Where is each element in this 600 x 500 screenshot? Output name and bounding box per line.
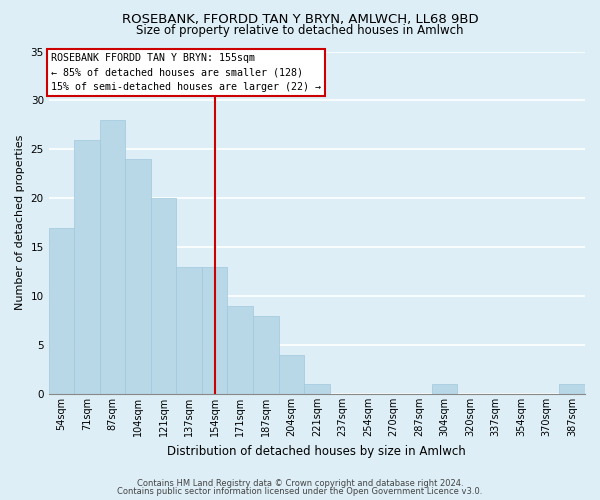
Bar (278, 355, 304, 394)
Bar (151, 198, 176, 394)
Text: Size of property relative to detached houses in Amlwch: Size of property relative to detached ho… (136, 24, 464, 37)
Bar (49, 228, 74, 394)
Text: ROSEBANK, FFORDD TAN Y BRYN, AMLWCH, LL68 9BD: ROSEBANK, FFORDD TAN Y BRYN, AMLWCH, LL6… (122, 12, 478, 26)
Text: Contains public sector information licensed under the Open Government Licence v3: Contains public sector information licen… (118, 487, 482, 496)
Y-axis label: Number of detached properties: Number of detached properties (15, 135, 25, 310)
Bar (559, 384, 585, 394)
Bar (227, 306, 253, 394)
Bar (125, 159, 151, 394)
Text: Contains HM Land Registry data © Crown copyright and database right 2024.: Contains HM Land Registry data © Crown c… (137, 479, 463, 488)
Bar (74, 140, 100, 394)
Bar (202, 267, 227, 394)
X-axis label: Distribution of detached houses by size in Amlwch: Distribution of detached houses by size … (167, 444, 466, 458)
Bar (100, 120, 125, 394)
Bar (253, 316, 278, 394)
Text: ROSEBANK FFORDD TAN Y BRYN: 155sqm
← 85% of detached houses are smaller (128)
15: ROSEBANK FFORDD TAN Y BRYN: 155sqm ← 85%… (52, 53, 322, 92)
Bar (304, 384, 329, 394)
Bar (432, 384, 457, 394)
Bar (176, 267, 202, 394)
